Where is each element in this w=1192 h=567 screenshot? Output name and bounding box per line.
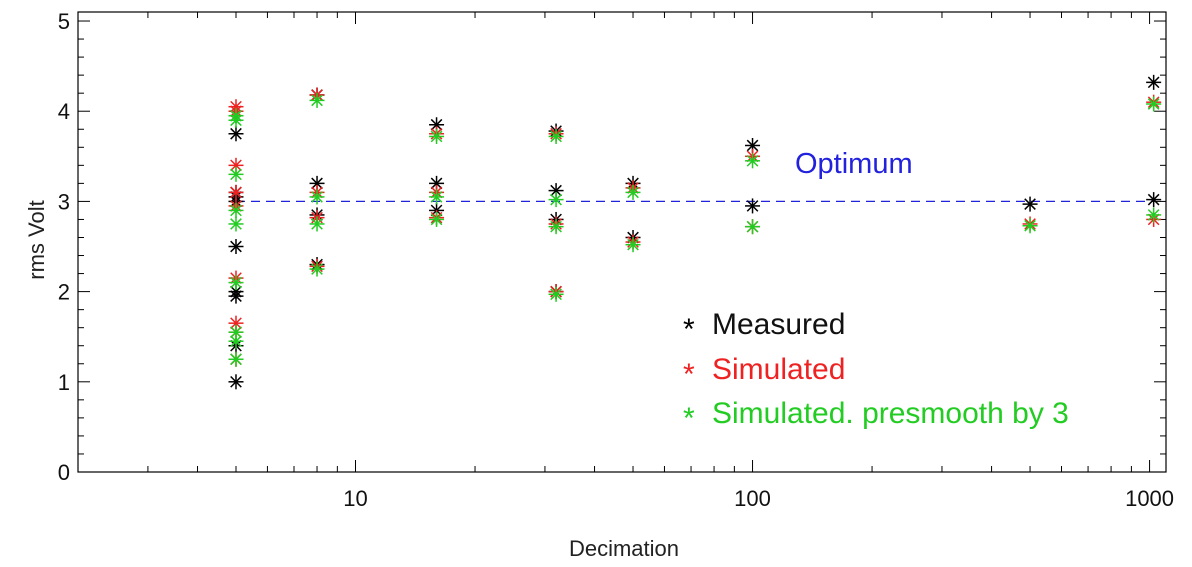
point-simulated [228,99,244,115]
point-presmooth [1146,207,1162,223]
point-measured [1146,192,1162,208]
y-tick-label: 1 [58,370,70,395]
point-presmooth [228,166,244,182]
point-presmooth [745,153,761,169]
point-measured [228,126,244,142]
point-presmooth [228,351,244,367]
point-presmooth [309,92,325,108]
point-presmooth [429,211,445,227]
point-measured [1146,74,1162,90]
point-presmooth [548,128,564,144]
point-presmooth [548,192,564,208]
point-simulated [228,184,244,200]
point-presmooth [228,275,244,291]
legend-item-presmooth: * Simulated. presmooth by 3 [683,397,1069,435]
point-measured [429,117,445,133]
point-presmooth [548,286,564,302]
legend: * Measured * Simulated * Simulated. pres… [683,308,1069,435]
point-measured [1022,196,1038,212]
point-presmooth [429,189,445,205]
legend-marker-presmooth: * [683,402,695,435]
point-measured [228,284,244,300]
plot-frame [77,11,1167,473]
optimum-annotation: Optimum [795,148,913,180]
point-measured [228,239,244,255]
legend-label-measured: Measured [712,308,845,341]
point-presmooth [309,189,325,205]
point-presmooth [1022,218,1038,234]
x-tick-label: 10 [343,486,367,511]
plot-area [77,11,1167,473]
axes: 0 1 2 3 4 5 10 100 1000 [58,9,1174,511]
legend-label-presmooth: Simulated. presmooth by 3 [712,397,1069,430]
legend-marker-measured: * [683,313,695,346]
point-presmooth [625,184,641,200]
y-tick-label: 2 [58,280,70,305]
y-axis-title: rms Volt [24,200,49,279]
point-presmooth [548,219,564,235]
point-presmooth [309,216,325,232]
point-simulated [228,315,244,331]
y-tick-label: 0 [58,460,70,485]
point-presmooth [228,108,244,124]
point-presmooth [228,324,244,340]
x-axis-title: Decimation [569,536,679,561]
y-tick-label: 5 [58,9,70,34]
point-measured [228,374,244,390]
legend-label-simulated: Simulated [712,353,845,386]
x-tick-label: 100 [734,486,771,511]
point-presmooth [309,261,325,277]
point-measured [745,198,761,214]
legend-marker-simulated: * [683,358,695,391]
point-presmooth [228,216,244,232]
point-measured [548,183,564,199]
data-points [228,74,1162,390]
x-tick-label: 1000 [1125,486,1174,511]
point-presmooth [1146,96,1162,112]
point-presmooth [228,202,244,218]
y-tick-label: 4 [58,99,70,124]
point-presmooth [745,219,761,235]
y-tick-label: 3 [58,189,70,214]
legend-item-measured: * Measured [683,308,845,346]
legend-item-simulated: * Simulated [683,353,845,391]
point-presmooth [625,237,641,253]
point-presmooth [429,128,445,144]
